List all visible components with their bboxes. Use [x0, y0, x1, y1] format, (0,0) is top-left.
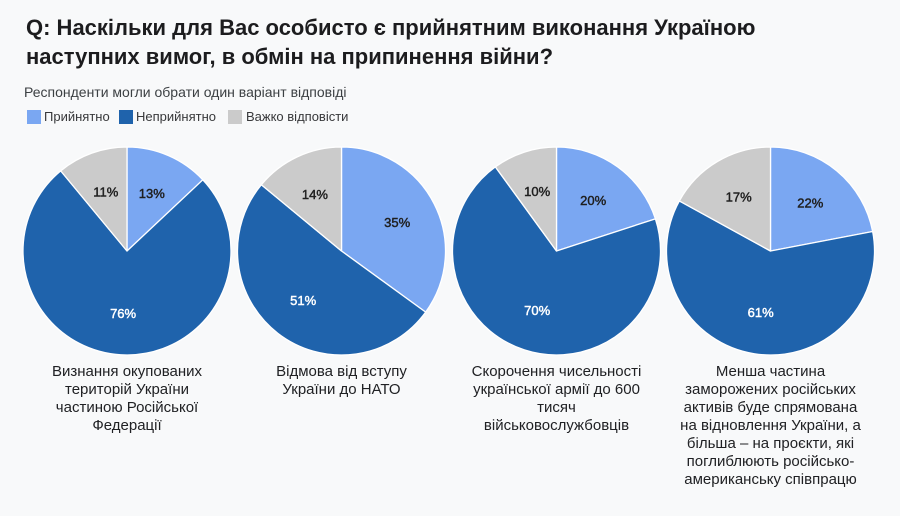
svg-text:22%: 22%	[797, 195, 823, 210]
svg-text:10%: 10%	[524, 184, 550, 199]
svg-text:70%: 70%	[524, 303, 550, 318]
svg-text:35%: 35%	[384, 215, 410, 230]
svg-text:61%: 61%	[748, 305, 774, 320]
svg-text:13%: 13%	[139, 186, 165, 201]
svg-text:20%: 20%	[580, 193, 606, 208]
svg-text:51%: 51%	[290, 293, 316, 308]
svg-text:14%: 14%	[302, 187, 328, 202]
svg-text:76%: 76%	[110, 306, 136, 321]
svg-text:11%: 11%	[93, 185, 118, 200]
svg-text:17%: 17%	[726, 190, 752, 205]
